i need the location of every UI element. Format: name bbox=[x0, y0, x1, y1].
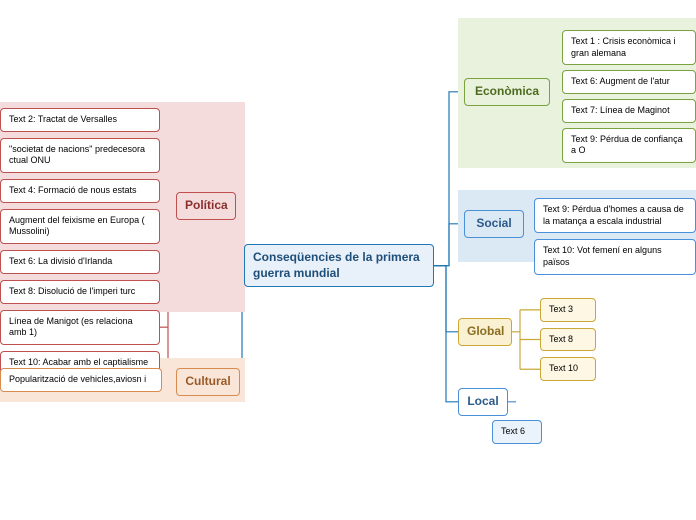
leaf-local[interactable]: Text 6 bbox=[492, 420, 542, 444]
leaf-social[interactable]: Text 10: Vot femení en alguns països bbox=[534, 239, 696, 274]
leaf-politica[interactable]: "societat de nacions" predecesora ctual … bbox=[0, 138, 160, 173]
leaves-economica: Text 1 : Crisis econòmica i gran alemana… bbox=[562, 30, 696, 168]
leaf-economica[interactable]: Text 9: Pérdua de confiança a O bbox=[562, 128, 696, 163]
branch-social[interactable]: Social bbox=[464, 210, 524, 238]
leaf-politica[interactable]: Text 2: Tractat de Versalles bbox=[0, 108, 160, 132]
leaves-cultural: Popularització de vehicles,aviosn i bbox=[0, 368, 162, 398]
leaves-global: Text 3 Text 8 Text 10 bbox=[540, 298, 596, 387]
leaf-economica[interactable]: Text 1 : Crisis econòmica i gran alemana bbox=[562, 30, 696, 65]
leaf-politica[interactable]: Text 8: Disolució de l'imperi turc bbox=[0, 280, 160, 304]
leaf-global[interactable]: Text 8 bbox=[540, 328, 596, 352]
branch-cultural[interactable]: Cultural bbox=[176, 368, 240, 396]
leaf-politica[interactable]: Línea de Manigot (es relaciona amb 1) bbox=[0, 310, 160, 345]
center-node[interactable]: Conseqüencies de la primera guerra mundi… bbox=[244, 244, 434, 287]
leaf-economica[interactable]: Text 7: Línea de Maginot bbox=[562, 99, 696, 123]
leaves-local: Text 6 bbox=[492, 420, 542, 450]
leaf-global[interactable]: Text 10 bbox=[540, 357, 596, 381]
leaves-politica: Text 2: Tractat de Versalles "societat de… bbox=[0, 108, 160, 381]
branch-economica[interactable]: Econòmica bbox=[464, 78, 550, 106]
leaf-cultural[interactable]: Popularització de vehicles,aviosn i bbox=[0, 368, 162, 392]
branch-local[interactable]: Local bbox=[458, 388, 508, 416]
leaf-politica[interactable]: Augment del feixisme en Europa ( Mussoli… bbox=[0, 209, 160, 244]
leaf-social[interactable]: Text 9: Pérdua d'homes a causa de la mat… bbox=[534, 198, 696, 233]
leaf-politica[interactable]: Text 4: Formació de nous estats bbox=[0, 179, 160, 203]
branch-global[interactable]: Global bbox=[458, 318, 512, 346]
branch-politica[interactable]: Política bbox=[176, 192, 236, 220]
leaf-economica[interactable]: Text 6: Augment de l'atur bbox=[562, 70, 696, 94]
leaves-social: Text 9: Pérdua d'homes a causa de la mat… bbox=[534, 198, 696, 281]
center-label: Conseqüencies de la primera guerra mundi… bbox=[253, 250, 420, 280]
leaf-politica[interactable]: Text 6: La divisió d'Irlanda bbox=[0, 250, 160, 274]
leaf-global[interactable]: Text 3 bbox=[540, 298, 596, 322]
